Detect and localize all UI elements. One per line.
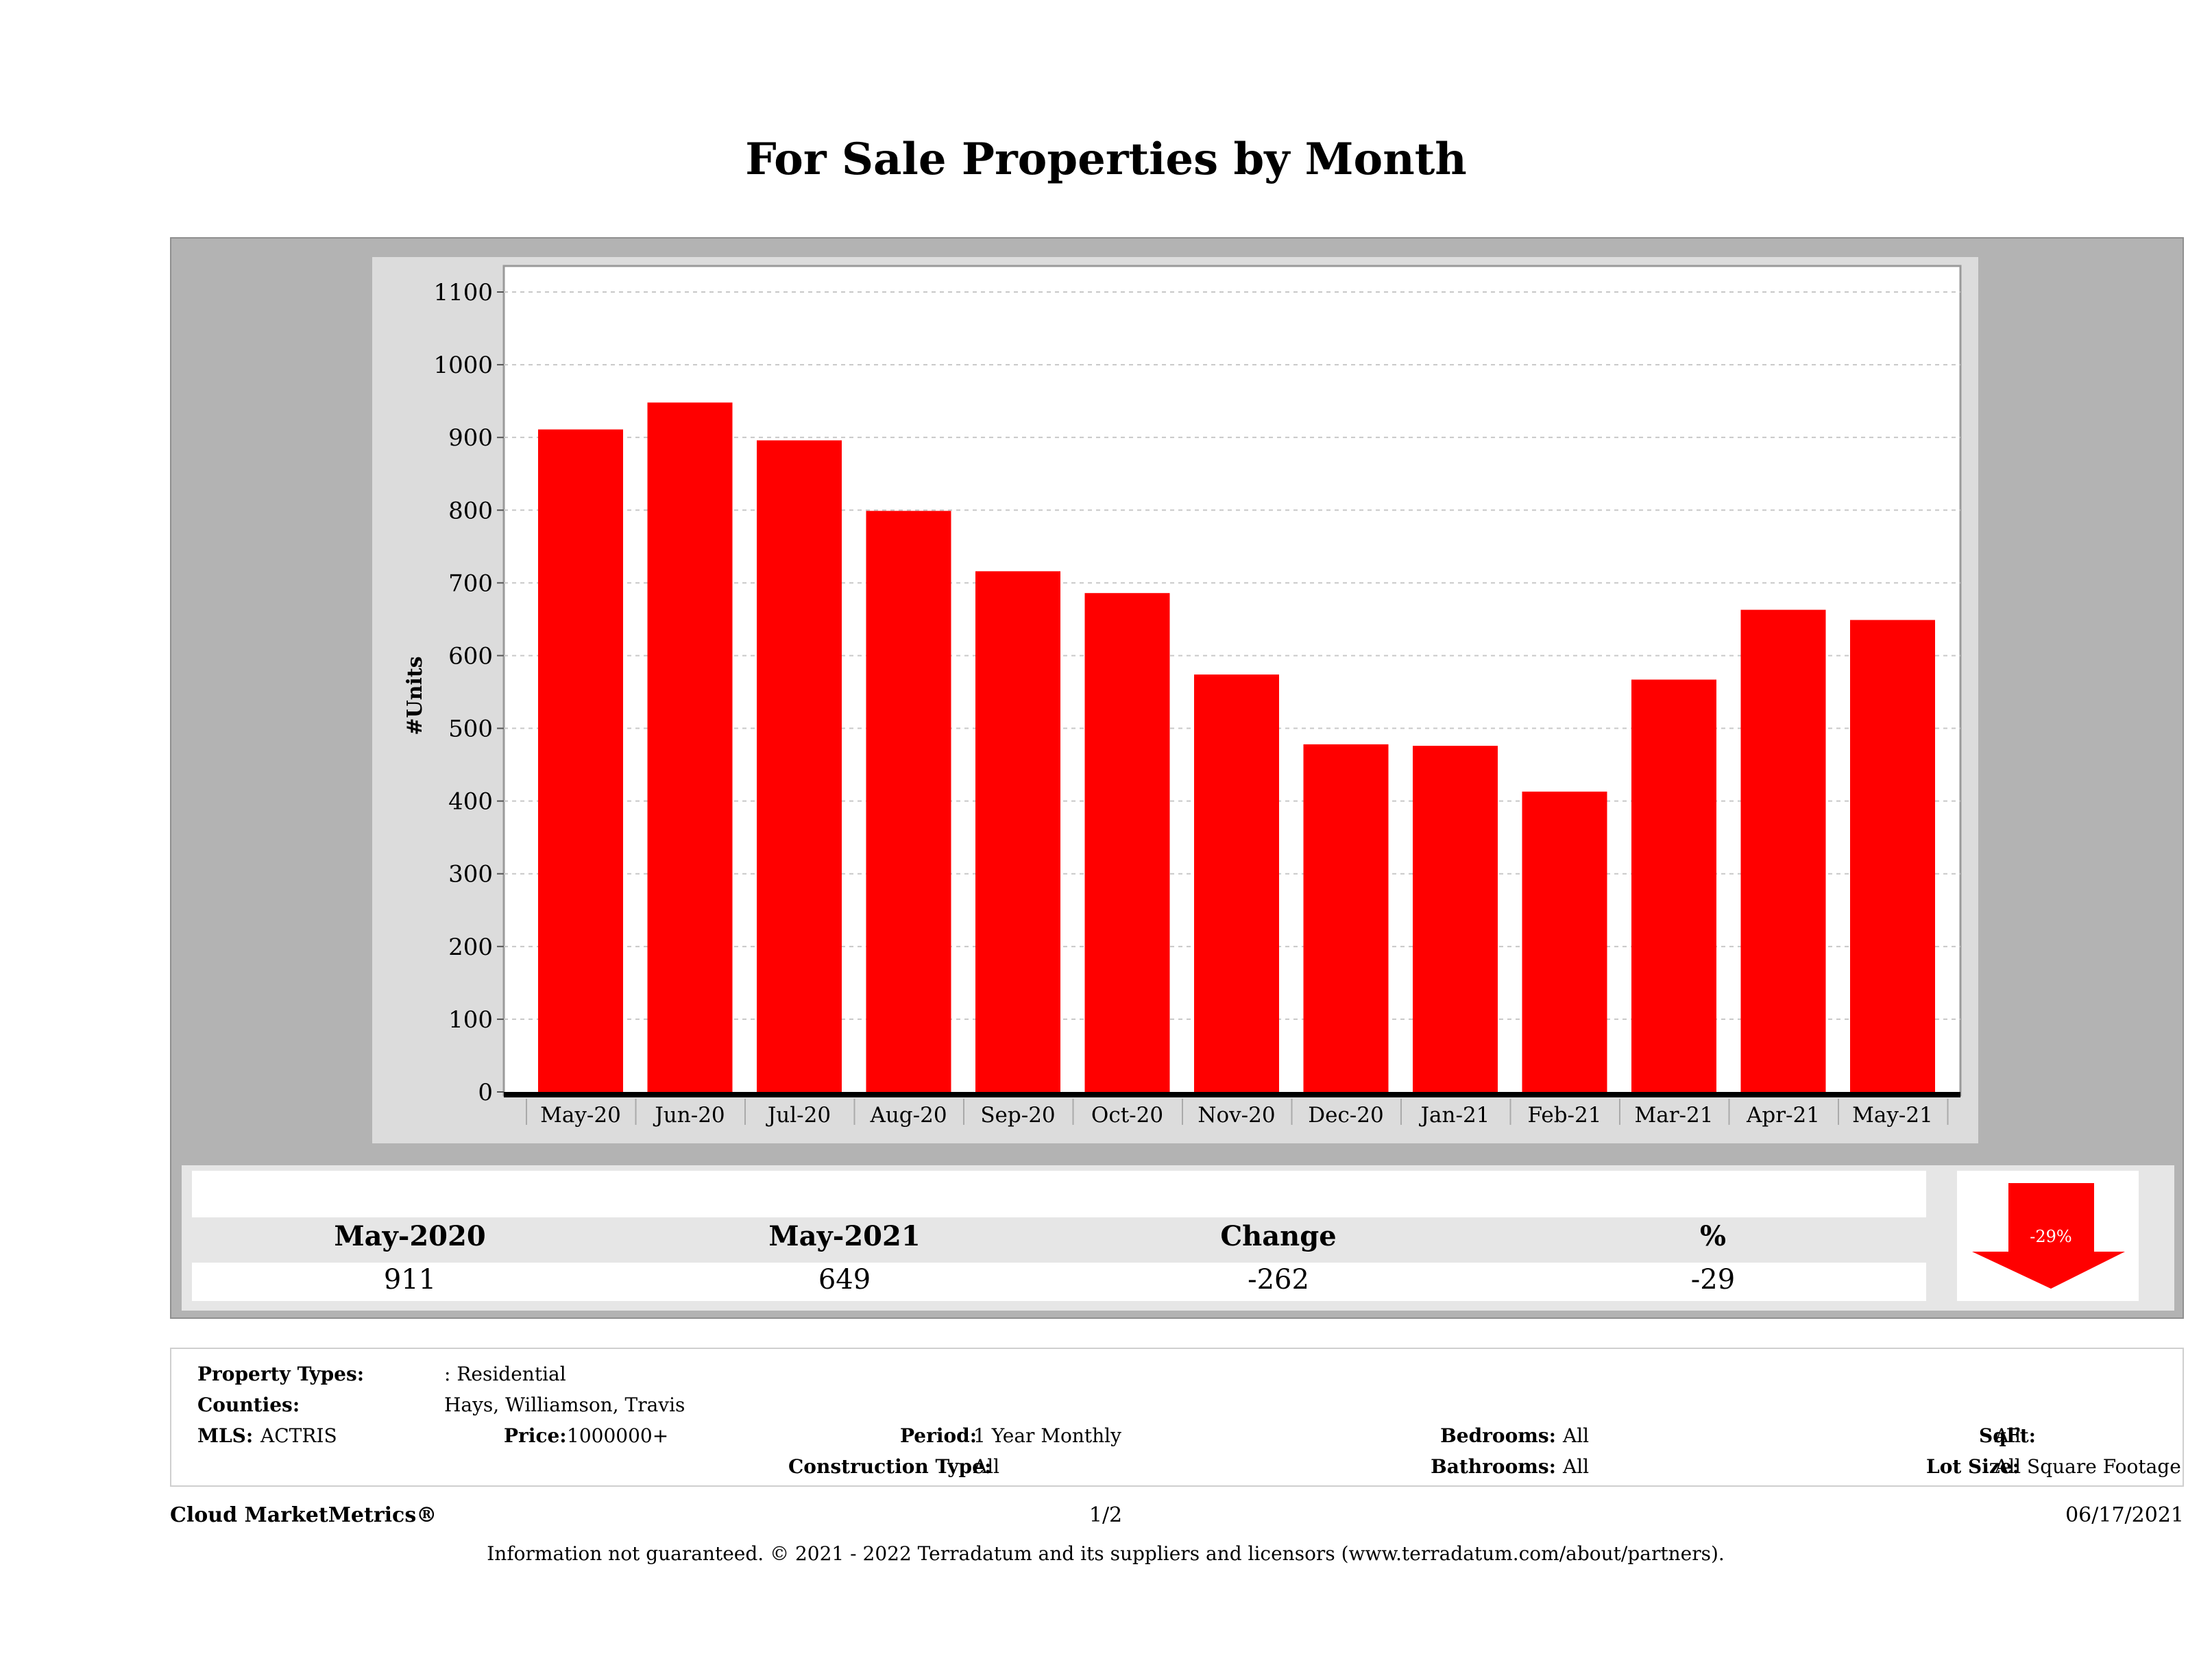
bar-Aug-20 (866, 511, 951, 1092)
lot-size-label: Lot Size: (1926, 1455, 2019, 1478)
disclaimer: Information not guaranteed. © 2021 - 202… (487, 1542, 1725, 1565)
bar-Nov-20 (1194, 674, 1279, 1092)
bar-Mar-21 (1631, 679, 1716, 1092)
sqft-label: SqFt: (1979, 1424, 2036, 1447)
y-tick-label: 100 (448, 1006, 493, 1034)
bar-Jul-20 (757, 440, 842, 1092)
x-tick-label: Jan-21 (1419, 1103, 1490, 1128)
bar-chart: 0 100 200 300 400 500 600 700 800 900 1000 1100 May… (403, 265, 1962, 1128)
stat-header-percent: % (1699, 1220, 1726, 1252)
page-title: For Sale Properties by Month (745, 134, 1467, 185)
bar-Jun-20 (647, 402, 733, 1092)
stat-header-start: May-2020 (334, 1220, 486, 1252)
trend-box: -29% (1957, 1171, 2139, 1301)
y-tick-label: 200 (448, 934, 493, 961)
period-label: Period: (900, 1424, 977, 1447)
y-tick-label: 1000 (433, 352, 493, 379)
bar-Apr-21 (1740, 609, 1826, 1092)
bar-May-20 (538, 429, 623, 1092)
construction-type-value: All (973, 1455, 1000, 1478)
x-tick-label: Nov-20 (1198, 1103, 1275, 1128)
bar-Jan-21 (1413, 746, 1498, 1092)
stat-value-end: 649 (818, 1264, 871, 1296)
bar-May-21 (1850, 620, 1935, 1092)
sqft-value: All (1995, 1424, 2021, 1447)
construction-type-label: Construction Type: (788, 1455, 992, 1478)
x-tick-label: Sep-20 (980, 1103, 1055, 1128)
bar-Feb-21 (1522, 791, 1607, 1092)
y-tick-label: 600 (448, 642, 493, 670)
y-tick-label: 900 (448, 424, 493, 452)
stat-header-change: Change (1220, 1220, 1337, 1252)
trend-label: -29% (2030, 1227, 2071, 1246)
y-tick-label: 800 (448, 497, 493, 524)
property-types-value: : Residential (444, 1363, 566, 1385)
x-tick-label: Jun-20 (653, 1103, 725, 1128)
x-tick-label: Jul-20 (766, 1103, 831, 1128)
y-tick-label: 700 (448, 570, 493, 597)
bar-Dec-20 (1303, 744, 1389, 1092)
period-value: 1 Year Monthly (973, 1424, 1121, 1447)
stats-spacer (192, 1171, 1926, 1217)
mls-label: MLS: (197, 1424, 254, 1447)
property-types-label: Property Types: (197, 1363, 365, 1385)
x-tick-label: Dec-20 (1308, 1103, 1383, 1128)
page-number: 1/2 (1089, 1503, 1123, 1527)
y-axis-label: #Units (403, 656, 427, 735)
bedrooms-label: Bedrooms: (1440, 1424, 1556, 1447)
x-tick-label: Apr-21 (1746, 1103, 1820, 1128)
x-tick-label: Aug-20 (869, 1103, 947, 1128)
bathrooms-value: All (1563, 1455, 1590, 1478)
counties-value: Hays, Williamson, Travis (444, 1394, 685, 1416)
bar-Sep-20 (975, 571, 1060, 1092)
stat-value-change: -262 (1248, 1264, 1309, 1296)
mls-value: ACTRIS (260, 1424, 337, 1447)
criteria-panel: Property Types: : Residential Counties: … (170, 1348, 2184, 1487)
x-tick-label: Mar-21 (1635, 1103, 1714, 1128)
y-tick-label: 400 (448, 788, 493, 816)
stat-value-percent: -29 (1690, 1264, 1736, 1296)
lot-size-value: All Square Footage (1995, 1455, 2181, 1478)
x-tick-label: May-20 (540, 1103, 621, 1128)
x-tick-label: Oct-20 (1091, 1103, 1163, 1128)
price-value: 1000000+ (567, 1424, 669, 1447)
x-tick-label: Feb-21 (1528, 1103, 1602, 1128)
stat-value-start: 911 (383, 1264, 437, 1296)
y-tick-label: 300 (448, 861, 493, 888)
stats-values-row (192, 1263, 1926, 1301)
bedrooms-value: All (1563, 1424, 1590, 1447)
down-arrow-icon: -29% (1972, 1183, 2125, 1289)
y-tick-label: 500 (448, 716, 493, 743)
brand-name: Cloud MarketMetrics® (170, 1503, 437, 1527)
price-label: Price: (504, 1424, 567, 1447)
stat-header-end: May-2021 (768, 1220, 921, 1252)
x-tick-label: May-21 (1852, 1103, 1933, 1128)
y-tick-label: 0 (478, 1079, 493, 1106)
bathrooms-label: Bathrooms: (1431, 1455, 1556, 1478)
y-tick-label: 1100 (433, 279, 493, 306)
bar-Oct-20 (1084, 593, 1170, 1092)
counties-label: Counties: (197, 1394, 300, 1416)
stats-panel: May-2020 May-2021 Change % 911 649 -262 … (182, 1165, 2174, 1311)
report-date: 06/17/2021 (2065, 1503, 2184, 1527)
